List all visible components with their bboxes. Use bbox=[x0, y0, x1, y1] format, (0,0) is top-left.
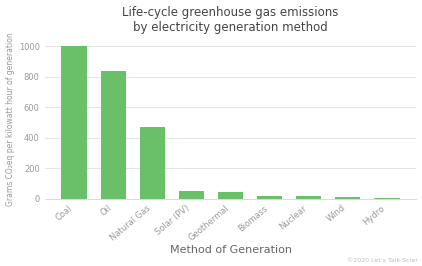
Bar bbox=[62, 47, 87, 199]
Bar bbox=[296, 196, 322, 199]
Bar bbox=[140, 127, 165, 199]
Bar bbox=[100, 71, 126, 199]
Bar bbox=[335, 197, 360, 199]
Text: ©2020 Let’s Talk Scier: ©2020 Let’s Talk Scier bbox=[347, 258, 418, 263]
Bar bbox=[218, 192, 243, 199]
X-axis label: Method of Generation: Method of Generation bbox=[170, 245, 292, 255]
Bar bbox=[257, 196, 282, 199]
Y-axis label: Grams CO₂eq per kilowatt hour of generation: Grams CO₂eq per kilowatt hour of generat… bbox=[5, 32, 14, 206]
Bar bbox=[179, 191, 204, 199]
Title: Life-cycle greenhouse gas emissions
by electricity generation method: Life-cycle greenhouse gas emissions by e… bbox=[122, 6, 339, 34]
Bar bbox=[374, 198, 400, 199]
